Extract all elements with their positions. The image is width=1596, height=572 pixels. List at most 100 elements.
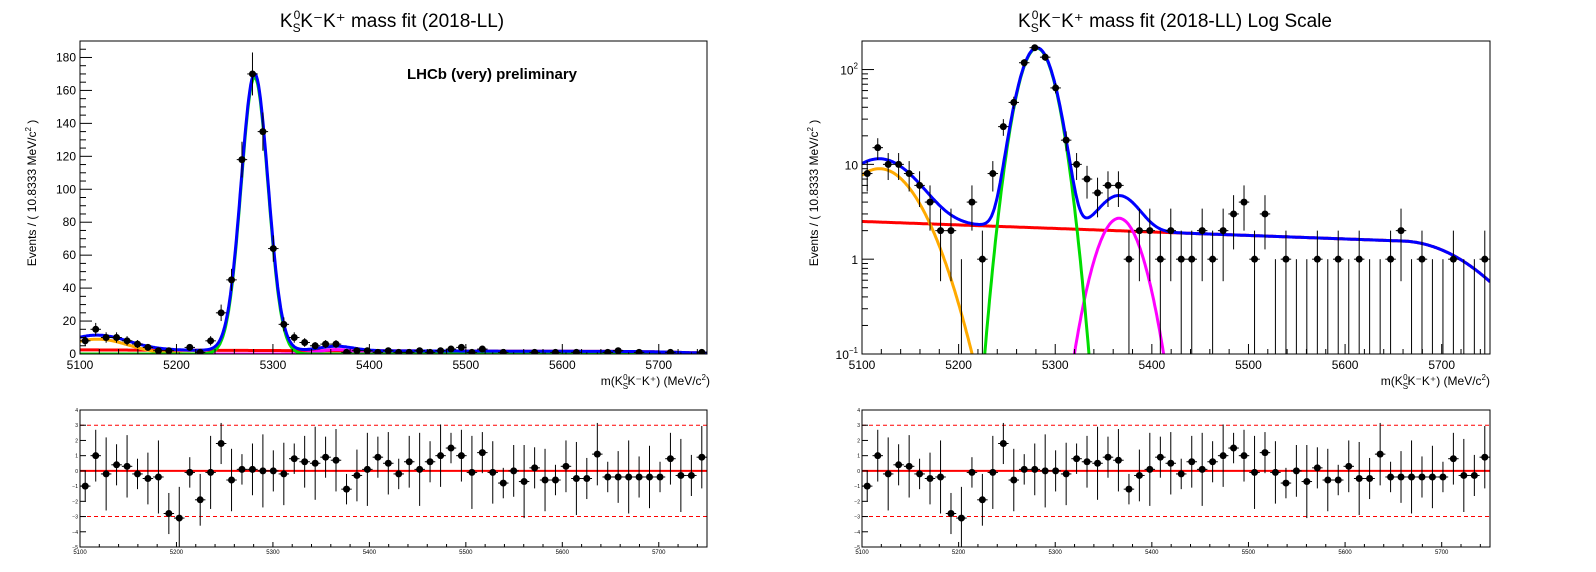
x-tick-label: 5400 [356,358,383,372]
y-tick-label: 0 [69,347,76,361]
pull-point [332,456,340,464]
pull-point [874,452,882,460]
pull-point [1230,444,1238,452]
pull-point [1470,471,1478,479]
pull-x-tick-label: 5500 [459,550,473,556]
pull-y-tick-label: −3 [854,515,860,521]
pull-y-tick-label: 0 [75,469,78,475]
pull-point [1146,465,1154,473]
data-point [1167,227,1175,235]
y-axis-label: Events / ( 10.8333 MeV/c2 ) [24,120,39,267]
pull-point [1387,473,1395,481]
pull-y-tick-label: −2 [72,499,78,505]
data-point [217,309,225,317]
linear-plot-area: 5100 5200 5300 5400 5500 5600 5700 0 20 40 60 80 100… [56,40,708,372]
pull-point [1366,475,1374,482]
data-point [1083,175,1091,183]
pull-point [1156,453,1164,461]
data-point [1251,255,1259,263]
data-point [499,348,507,354]
pull-point [1062,470,1070,478]
x-tick-label: 5100 [849,358,876,372]
data-point [1334,255,1342,263]
pull-point [1031,465,1039,473]
data-point [1449,255,1457,263]
y-tick-label: 60 [63,248,77,262]
pull-point [102,470,110,478]
y-axis-label: Events / ( 10.8333 MeV/c2 ) [806,120,821,267]
pull-y-tick-label: 4 [857,408,860,414]
data-point [353,347,361,354]
pull-point [1292,467,1300,475]
pull-point [133,470,141,478]
data-point [551,348,559,354]
pull-point [363,465,371,473]
x-tick-label: 5300 [260,358,287,372]
y-tick-label: 10 [845,158,859,172]
pull-point [1125,485,1133,493]
pull-point [395,470,403,478]
pull-point [937,473,945,481]
data-point [1397,227,1405,235]
pull-point [1271,468,1279,476]
pull-y-tick-label: −1 [72,484,78,490]
data-point [290,334,298,342]
pull-y-tick-label: −3 [72,515,78,521]
data-point [572,348,580,354]
data-point [144,343,152,351]
y-tick-base: 10 [840,64,854,78]
x-tick-label: 5700 [645,358,672,372]
data-point [978,255,986,263]
pull-point [604,473,612,481]
pull-point [113,461,121,469]
data-point [1188,255,1196,263]
data-point [343,348,351,354]
data-point [395,348,403,354]
y-tick-label: 140 [56,116,76,130]
pull-point [144,475,152,482]
pull-y-tick-label: −5 [72,545,78,551]
data-point [1198,227,1206,235]
pull-point [625,473,633,481]
pull-point [1209,458,1217,466]
pull-point [863,482,871,490]
pull-point [92,452,100,460]
y-tick-label: 180 [56,50,76,64]
pull-point [311,459,319,467]
pull-point [1073,455,1081,463]
data-point [207,337,215,345]
data-point [92,325,100,333]
pull-point [916,470,924,478]
data-point [666,348,674,354]
pull-point [1010,476,1018,484]
pull-point [698,453,706,461]
pull-point [926,475,934,482]
data-point [1230,210,1238,218]
pull-point [1219,452,1227,460]
pull-point [196,496,204,504]
pull-y-tick-label: 2 [857,438,860,444]
curves-layer [80,52,707,354]
pull-x-tick-label: 5400 [363,550,377,556]
data-point [1146,227,1154,235]
data-point [1387,255,1395,263]
pull-point [884,470,892,478]
data-point [1094,189,1102,197]
pull-x-tick-label: 5300 [1049,550,1063,556]
pull-point [301,458,309,466]
pull-point [1083,458,1091,466]
data-point [311,342,319,350]
pull-point [1167,459,1175,467]
data-point [81,337,89,345]
pull-point [343,485,351,493]
y-tick-base: 10 [836,348,850,362]
log-mass-fit-panel: KS0K⁻K⁺ mass fit (2018-LL) Log Scale Eve… [806,8,1491,391]
pull-y-tick-label: 3 [75,423,78,429]
data-point [1125,255,1133,263]
x-axis-label: m(KS0K⁻K⁺) (MeV/c2) [1381,373,1490,391]
pull-point [572,475,580,482]
x-tick-label: 5500 [1235,358,1262,372]
data-point [1240,198,1248,206]
pull-x-tick-label: 5200 [952,550,966,556]
